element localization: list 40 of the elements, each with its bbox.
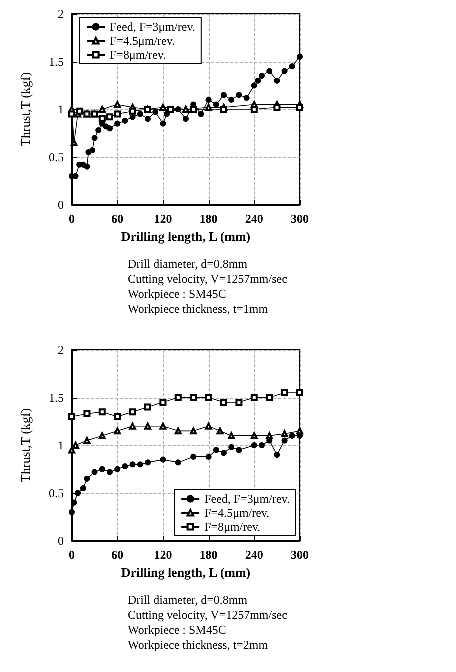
x-tick-label: 0 — [69, 548, 75, 562]
x-tick-label: 300 — [291, 212, 309, 226]
x-tick-label: 60 — [112, 548, 124, 562]
y-tick-label: 1.5 — [49, 390, 64, 405]
legend-label: F=4.5μm/rev. — [204, 506, 270, 520]
text: Workpiece thickness, t=2mm — [128, 638, 269, 652]
x-tick-label: 240 — [245, 212, 264, 226]
legend-label: F=4.5μm/rev. — [110, 34, 176, 48]
text: Drill diameter, d=0.8mm — [128, 593, 248, 607]
legend-label: Feed, F=3μm/rev. — [110, 20, 196, 34]
y-tick-label: 1 — [58, 438, 64, 452]
x-tick-label: 0 — [69, 212, 75, 226]
y-tick-label: 0 — [58, 198, 64, 212]
y-tick-label: 0.5 — [49, 486, 64, 500]
y-tick-label: 2 — [58, 343, 64, 357]
x-tick-label: 180 — [200, 548, 218, 562]
y-axis-title: Thrust,T (kgf) — [18, 408, 33, 483]
text: Workpiece : SM45C — [128, 623, 226, 637]
y-tick-label: 0.5 — [49, 150, 64, 164]
legend-label: F=8μm/rev. — [110, 48, 166, 62]
y-tick-label: 1.5 — [49, 54, 64, 69]
x-tick-label: 120 — [154, 212, 172, 226]
text: Cutting velocity, V=1257mm/sec — [128, 272, 288, 286]
y-tick-label: 1 — [58, 102, 64, 116]
y-tick-label: 2 — [58, 7, 64, 21]
text: Workpiece thickness, t=1mm — [128, 302, 269, 316]
text: Workpiece : SM45C — [128, 287, 226, 301]
x-axis-title: Drilling length, L (mm) — [121, 564, 251, 580]
x-tick-label: 240 — [245, 548, 264, 562]
text: Drill diameter, d=0.8mm — [128, 257, 248, 271]
legend-label: Feed, F=3μm/rev. — [204, 492, 290, 506]
x-tick-label: 300 — [291, 548, 309, 562]
legend-label: F=8μm/rev. — [204, 520, 261, 534]
x-axis-title: Drilling length, L (mm) — [121, 228, 251, 244]
y-axis-title: Thrust,T (kgf) — [18, 72, 33, 147]
text: Cutting velocity, V=1257mm/sec — [128, 608, 288, 622]
x-tick-label: 60 — [112, 212, 124, 226]
x-tick-label: 180 — [200, 212, 218, 226]
x-tick-label: 120 — [154, 548, 172, 562]
y-tick-label: 0 — [58, 534, 64, 548]
